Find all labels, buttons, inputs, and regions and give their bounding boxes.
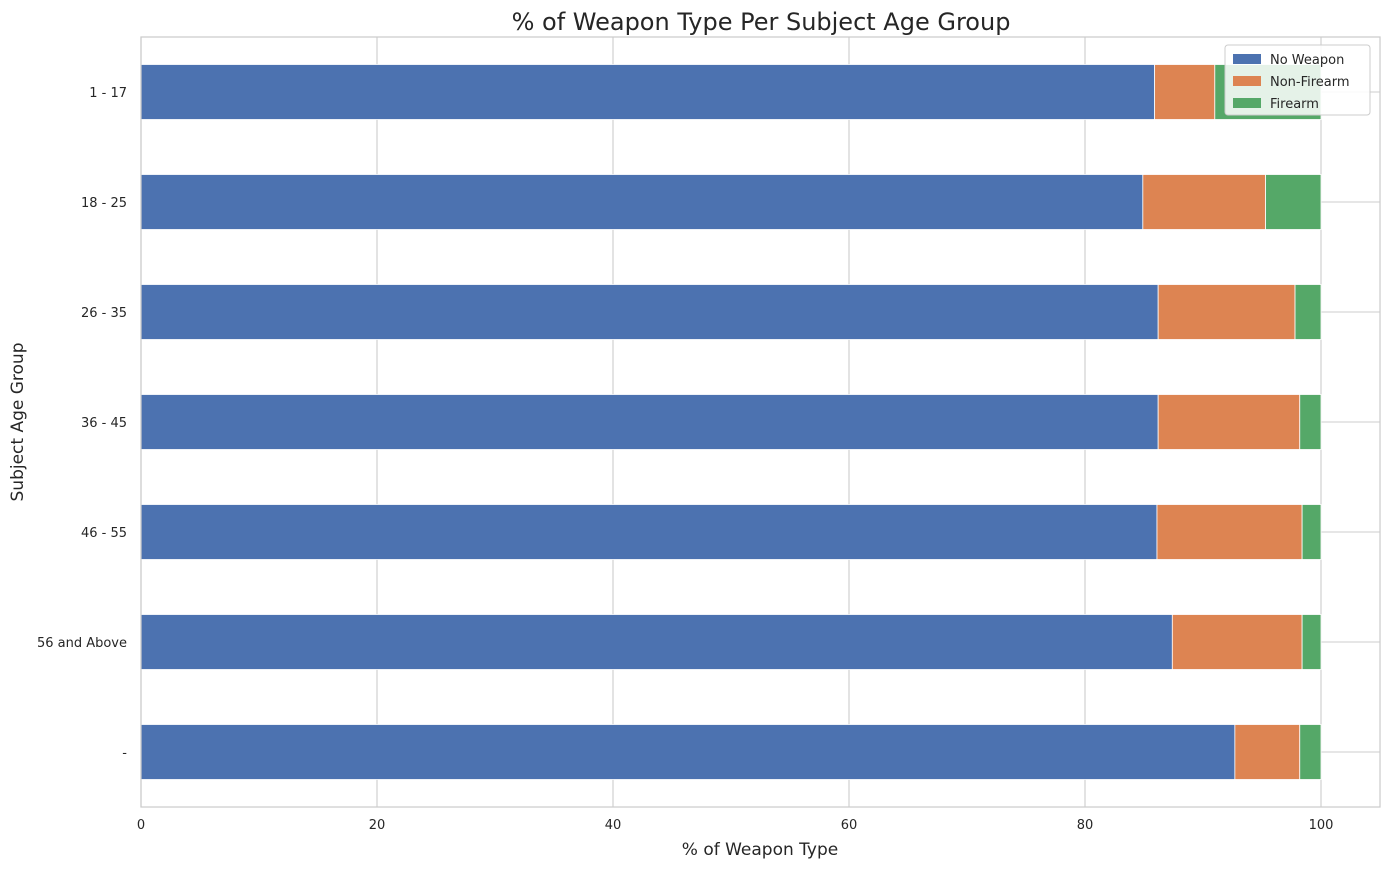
legend-swatch (1233, 76, 1261, 86)
bar-segment (140, 284, 1159, 340)
y-tick-label: 18 - 25 (81, 196, 127, 211)
y-axis-label: Subject Age Group (8, 343, 28, 502)
legend-label: No Weapon (1270, 53, 1344, 68)
legend-label: Firearm (1270, 97, 1319, 112)
y-tick-label: 1 - 17 (89, 86, 127, 101)
chart-title: % of Weapon Type Per Subject Age Group (512, 8, 1011, 36)
bar-segment (1142, 174, 1266, 230)
bar-segment (1157, 284, 1296, 340)
legend-swatch (1233, 54, 1261, 64)
bar-segment (1299, 724, 1322, 780)
bar-segment (1301, 614, 1322, 670)
bars (140, 64, 1322, 780)
x-tick-label: 0 (137, 818, 145, 833)
y-tick-label: 56 and Above (37, 636, 127, 651)
legend-label: Non-Firearm (1270, 75, 1350, 90)
bar-segment (1157, 394, 1301, 450)
y-tick-label: 36 - 45 (81, 416, 127, 431)
bar-segment (1234, 724, 1301, 780)
bar-segment (140, 394, 1159, 450)
x-tick-label: 40 (605, 818, 622, 833)
bar-segment (1294, 284, 1322, 340)
legend: No Weapon Non-Firearm Firearm (1224, 44, 1371, 116)
bar-segment (140, 614, 1173, 670)
bar-segment (1156, 504, 1303, 560)
bar-segment (140, 724, 1236, 780)
bar-segment (1154, 64, 1216, 120)
bar-segment (140, 174, 1144, 230)
x-tick-labels: 0 20 40 60 80 100 (137, 818, 1334, 833)
bar-segment (140, 64, 1156, 120)
plot-frame (140, 36, 1381, 808)
legend-box (1224, 44, 1371, 116)
x-tick-label: 100 (1309, 818, 1334, 833)
bar-segment (1265, 174, 1322, 230)
bar-segment (1299, 394, 1322, 450)
x-tick-label: 80 (1077, 818, 1094, 833)
legend-swatch (1233, 98, 1261, 108)
y-tick-label: 26 - 35 (81, 306, 127, 321)
bar-segment (140, 504, 1158, 560)
x-tick-label: 60 (841, 818, 858, 833)
y-tick-labels: 1 - 17 18 - 25 26 - 35 36 - 45 46 - 55 56 and… (37, 86, 127, 761)
y-tick-label: - (122, 746, 127, 761)
x-axis-label: % of Weapon Type (682, 840, 838, 860)
bar-segment (1301, 504, 1322, 560)
x-tick-label: 20 (369, 818, 386, 833)
bar-segment (1171, 614, 1303, 670)
y-tick-label: 46 - 55 (81, 526, 127, 541)
